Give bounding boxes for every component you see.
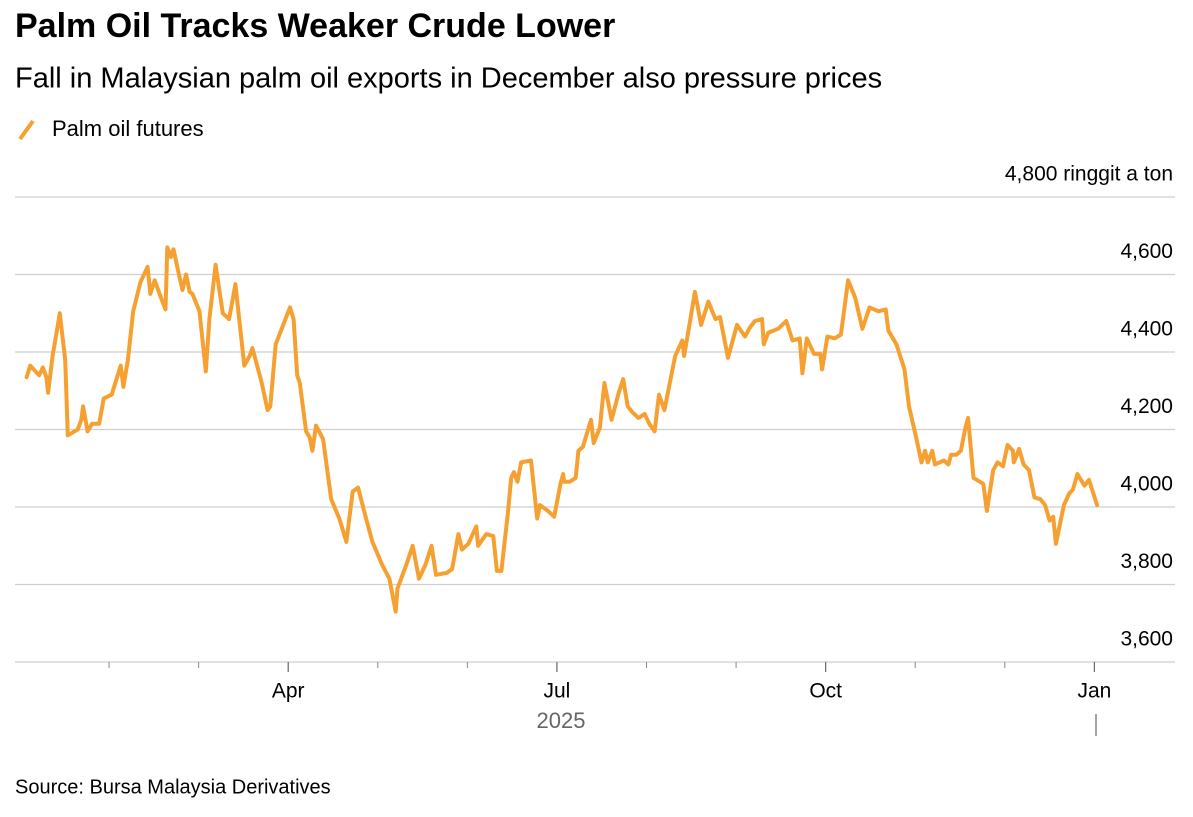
y-tick-label: 4,400 bbox=[1120, 318, 1173, 341]
x-tick-label: Jul bbox=[544, 680, 571, 703]
chart-subtitle: Fall in Malaysian palm oil exports in De… bbox=[15, 63, 882, 95]
data-line bbox=[24, 245, 1100, 614]
legend-swatch bbox=[18, 119, 35, 141]
y-tick-label: 4,600 bbox=[1120, 240, 1173, 263]
source: Source: Bursa Malaysia Derivatives bbox=[15, 776, 331, 798]
x-tick-label: Oct bbox=[809, 680, 842, 703]
x-tick-label: Jan bbox=[1077, 680, 1111, 703]
y-tick-label: 3,800 bbox=[1120, 550, 1173, 573]
x-sublabel: 2025 bbox=[537, 708, 586, 733]
y-tick-label: 4,200 bbox=[1120, 395, 1173, 418]
chart-title: Palm Oil Tracks Weaker Crude Lower bbox=[15, 7, 615, 45]
y-tick-label: 4,800 ringgit a ton bbox=[1005, 163, 1173, 186]
y-tick-label: 3,600 bbox=[1120, 628, 1173, 651]
legend-label: Palm oil futures bbox=[52, 116, 204, 141]
y-tick-label: 4,000 bbox=[1120, 473, 1173, 496]
x-tick-label: Apr bbox=[272, 680, 305, 703]
